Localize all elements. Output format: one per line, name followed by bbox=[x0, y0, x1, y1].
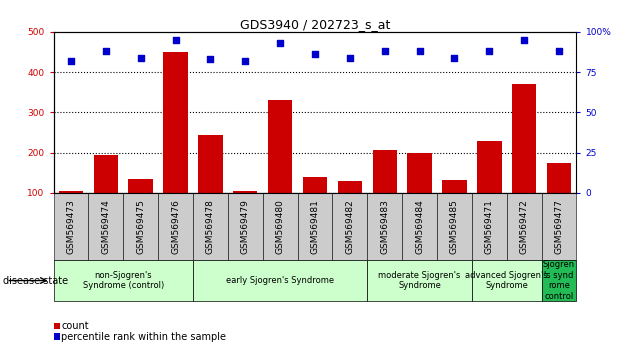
Point bbox=[135, 55, 146, 61]
Point bbox=[449, 55, 459, 61]
Bar bbox=[512, 84, 536, 193]
Text: GSM569477: GSM569477 bbox=[554, 199, 563, 254]
Text: GSM569479: GSM569479 bbox=[241, 199, 249, 254]
Point bbox=[345, 55, 355, 61]
Point bbox=[310, 52, 320, 57]
Bar bbox=[442, 179, 467, 193]
Bar bbox=[303, 177, 327, 193]
Text: GSM569485: GSM569485 bbox=[450, 199, 459, 254]
Bar bbox=[338, 181, 362, 193]
Point bbox=[380, 48, 390, 54]
Point bbox=[554, 48, 564, 54]
Point bbox=[484, 48, 495, 54]
Text: GSM569476: GSM569476 bbox=[171, 199, 180, 254]
Bar bbox=[408, 153, 432, 193]
Text: GSM569480: GSM569480 bbox=[276, 199, 285, 254]
Bar bbox=[477, 141, 501, 193]
Text: count: count bbox=[61, 321, 89, 331]
Text: non-Sjogren's
Syndrome (control): non-Sjogren's Syndrome (control) bbox=[83, 271, 164, 290]
Text: GSM569484: GSM569484 bbox=[415, 199, 424, 254]
Text: GSM569483: GSM569483 bbox=[381, 199, 389, 254]
Text: GSM569474: GSM569474 bbox=[101, 199, 110, 254]
Point bbox=[205, 56, 215, 62]
Text: GSM569473: GSM569473 bbox=[67, 199, 76, 254]
Point bbox=[240, 58, 250, 64]
Point bbox=[171, 37, 181, 43]
Text: Sjogren
's synd
rome
control: Sjogren 's synd rome control bbox=[543, 261, 575, 301]
Point bbox=[415, 48, 425, 54]
Point bbox=[66, 58, 76, 64]
Text: disease state: disease state bbox=[3, 275, 68, 286]
Title: GDS3940 / 202723_s_at: GDS3940 / 202723_s_at bbox=[240, 18, 390, 31]
Bar bbox=[372, 150, 397, 193]
Bar bbox=[547, 163, 571, 193]
Point bbox=[519, 37, 529, 43]
Bar bbox=[163, 52, 188, 193]
Text: GSM569472: GSM569472 bbox=[520, 199, 529, 254]
Text: advanced Sjogren's
Syndrome: advanced Sjogren's Syndrome bbox=[466, 271, 548, 290]
Point bbox=[275, 40, 285, 46]
Bar bbox=[268, 100, 292, 193]
Bar bbox=[198, 135, 222, 193]
Text: GSM569481: GSM569481 bbox=[311, 199, 319, 254]
Point bbox=[101, 48, 111, 54]
Text: GSM569482: GSM569482 bbox=[345, 199, 354, 254]
Text: early Sjogren's Syndrome: early Sjogren's Syndrome bbox=[226, 276, 334, 285]
Bar bbox=[94, 155, 118, 193]
Text: GSM569471: GSM569471 bbox=[485, 199, 494, 254]
Bar bbox=[129, 179, 153, 193]
Text: moderate Sjogren's
Syndrome: moderate Sjogren's Syndrome bbox=[379, 271, 461, 290]
Text: GSM569478: GSM569478 bbox=[206, 199, 215, 254]
Text: GSM569475: GSM569475 bbox=[136, 199, 145, 254]
Bar bbox=[233, 191, 258, 193]
Bar bbox=[59, 191, 83, 193]
Text: percentile rank within the sample: percentile rank within the sample bbox=[61, 332, 226, 342]
